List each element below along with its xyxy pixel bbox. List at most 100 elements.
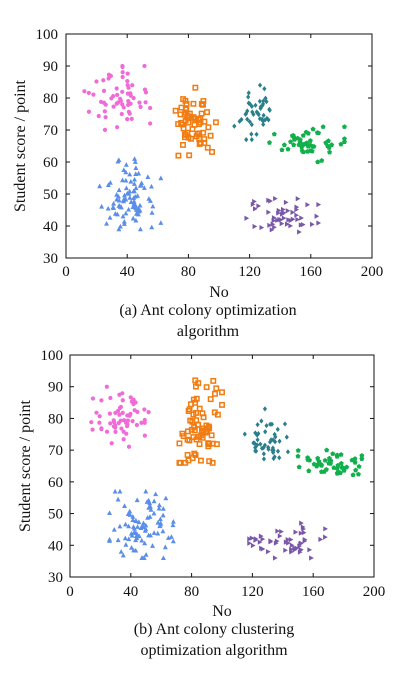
data-point: [283, 539, 289, 545]
data-point: [310, 126, 316, 132]
data-point: [126, 444, 132, 449]
data-point: [327, 149, 333, 155]
data-point: [322, 457, 328, 463]
data-point: [176, 459, 183, 466]
data-point: [307, 138, 313, 143]
data-point: [277, 533, 283, 539]
data-point: [276, 207, 282, 214]
data-point: [120, 102, 125, 107]
data-point: [115, 537, 121, 543]
data-point: [123, 185, 129, 191]
data-point: [283, 199, 289, 205]
data-point: [212, 390, 218, 397]
data-point: [115, 125, 120, 130]
y-tick-label: 60: [43, 155, 58, 171]
x-tick-label: 40: [120, 264, 135, 280]
y-tick-label: 100: [36, 27, 59, 43]
data-point: [255, 437, 260, 443]
data-point: [249, 137, 254, 143]
x-tick-label: 160: [300, 264, 323, 280]
data-point: [151, 498, 157, 504]
data-point: [237, 118, 242, 124]
data-point: [289, 549, 294, 555]
data-point: [190, 396, 197, 403]
data-point: [279, 211, 285, 217]
data-point: [323, 140, 329, 145]
data-point: [288, 223, 294, 229]
data-point: [82, 89, 87, 94]
data-point: [147, 514, 153, 519]
data-point: [252, 198, 257, 205]
data-point: [326, 455, 332, 461]
y-tick-labels: 30 40 50 60 70 80 90 100: [36, 27, 59, 267]
y-tick-label: 40: [43, 219, 58, 235]
data-point: [278, 217, 284, 223]
data-point: [275, 528, 281, 534]
data-point: [205, 425, 212, 432]
data-point: [137, 226, 143, 232]
data-point: [114, 86, 119, 91]
chart-caption-line-2: optimization algorithm: [140, 642, 288, 659]
data-point: [249, 122, 254, 128]
data-point: [253, 536, 259, 542]
data-point: [118, 418, 123, 423]
data-point: [266, 549, 271, 555]
x-tick-label: 80: [181, 264, 196, 280]
data-point: [156, 505, 162, 511]
data-point: [272, 224, 277, 230]
data-point: [192, 116, 199, 122]
data-point: [121, 437, 126, 442]
data-point: [107, 214, 113, 220]
data-point: [141, 185, 147, 190]
data-point: [99, 426, 104, 431]
data-point: [130, 204, 136, 210]
data-point: [269, 421, 275, 427]
data-point: [128, 199, 134, 204]
data-point: [122, 503, 127, 508]
data-point: [108, 73, 113, 78]
data-point: [197, 139, 204, 146]
data-point: [137, 207, 143, 213]
data-point: [198, 110, 205, 117]
data-point: [341, 124, 347, 129]
data-point: [130, 514, 136, 519]
data-point: [295, 216, 301, 223]
data-point: [143, 526, 149, 532]
data-point: [316, 220, 322, 226]
data-point: [324, 447, 330, 453]
data-point: [335, 462, 341, 468]
y-tick-label: 50: [43, 187, 58, 203]
data-point: [300, 222, 306, 228]
data-point: [185, 119, 192, 126]
data-point: [244, 137, 249, 143]
data-point: [124, 424, 130, 429]
data-point: [124, 190, 130, 196]
data-point: [281, 142, 287, 148]
data-point: [200, 428, 207, 435]
data-point: [279, 221, 285, 227]
data-point: [103, 115, 108, 120]
data-point: [318, 536, 324, 542]
data-point: [133, 207, 139, 212]
data-point: [356, 463, 362, 469]
data-point: [148, 183, 154, 189]
data-point: [213, 385, 220, 392]
data-point: [126, 109, 131, 114]
data-point: [131, 188, 137, 194]
data-point: [104, 429, 110, 434]
data-point: [150, 203, 156, 209]
data-point: [172, 107, 179, 114]
data-point: [209, 148, 215, 155]
data-point: [192, 84, 199, 91]
data-point: [269, 227, 275, 233]
data-point: [158, 175, 164, 181]
data-point: [247, 101, 252, 107]
data-point: [328, 461, 333, 466]
data-point: [126, 102, 132, 107]
data-point: [120, 177, 125, 183]
x-axis-label: No: [209, 284, 229, 301]
data-point: [266, 444, 271, 450]
data-point: [163, 495, 169, 501]
data-point: [284, 434, 289, 440]
data-point: [331, 465, 337, 470]
